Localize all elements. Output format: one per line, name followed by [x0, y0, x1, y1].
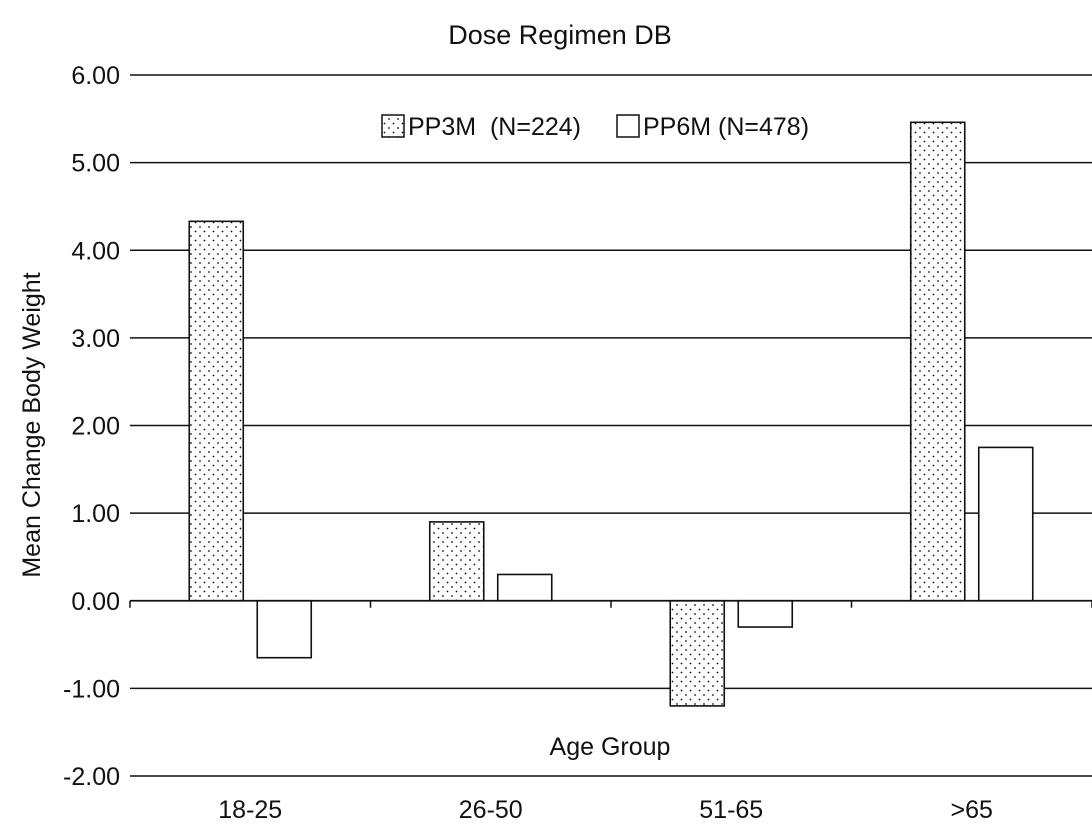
bar-pp3m-3 [909, 121, 966, 602]
y-tick-label: 3.00 [71, 325, 120, 353]
legend-label-pp6m: PP6M (N=478) [643, 113, 809, 141]
y-tick-label: 5.00 [71, 150, 120, 178]
x-category-label: 51-65 [699, 796, 763, 824]
bar-pp6m-0 [256, 599, 313, 659]
bar-pp3m-1 [428, 521, 485, 602]
y-tick-label: 6.00 [71, 62, 120, 90]
x-category-label: >65 [951, 796, 993, 824]
y-tick-label: 2.00 [71, 413, 120, 441]
y-tick-label: 0.00 [71, 588, 120, 616]
bar-pp6m-2 [737, 599, 794, 628]
x-category-label: 18-25 [218, 796, 282, 824]
category-labels: 18-25 26-50 51-65 >65 [218, 796, 993, 824]
bar-pp3m-2 [669, 599, 726, 707]
y-tick-label: -1.00 [63, 675, 120, 703]
y-tick-label: -2.00 [63, 763, 120, 791]
x-category-label: 26-50 [459, 796, 523, 824]
legend-label-pp3m: PP3M (N=224) [408, 113, 581, 141]
y-axis-title: Mean Change Body Weight [18, 272, 46, 577]
bars [188, 121, 1034, 707]
y-tick-labels: -2.00 -1.00 0.00 1.00 2.00 3.00 4.00 5.00 6.00 [63, 62, 120, 791]
zero-axis [129, 599, 1092, 608]
bar-pp6m-3 [977, 446, 1034, 602]
chart-title: Dose Regimen DB [448, 20, 672, 50]
legend: PP3M (N=224) PP6M (N=478) [381, 113, 809, 141]
legend-swatch-pp3m [381, 114, 405, 138]
bar-pp3m-0 [188, 220, 245, 602]
legend-swatch-pp6m [616, 114, 640, 138]
gridlines [130, 74, 1092, 777]
y-tick-label: 4.00 [71, 237, 120, 265]
bar-pp6m-1 [496, 573, 553, 602]
x-axis-title: Age Group [550, 733, 671, 761]
y-tick-label: 1.00 [71, 500, 120, 528]
